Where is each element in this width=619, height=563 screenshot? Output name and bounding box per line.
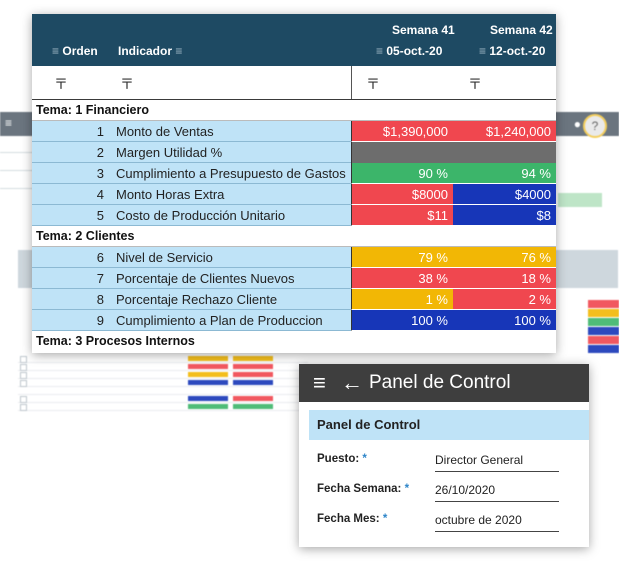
table-row[interactable]: 3 Cumplimiento a Presupuesto de Gastos 9… [32, 163, 556, 184]
background-form [0, 140, 619, 210]
row-order: 4 [96, 187, 104, 202]
value-week42[interactable]: 2 % [453, 289, 556, 310]
background-right-cells [588, 300, 619, 354]
value-week41[interactable]: $1,390,000 [351, 121, 453, 142]
puesto-field: Puesto: * Director General [317, 450, 579, 472]
column-divider [351, 66, 352, 99]
control-panel-dialog: ≡ ← Panel de Control Panel de Control Pu… [299, 364, 589, 547]
filter-icon[interactable]: 〒 [468, 76, 482, 92]
filter-icon[interactable]: ≡ [52, 44, 60, 58]
table-row[interactable]: 8 Porcentaje Rechazo Cliente 1 % 2 % [32, 289, 556, 310]
required-mark: * [382, 513, 388, 525]
row-indicator: Margen Utilidad % [116, 145, 223, 160]
field-label-text: Puesto: [317, 453, 360, 465]
row-indicator: Cumplimiento a Plan de Produccion [116, 313, 323, 328]
row-indicator: Monto Horas Extra [116, 187, 225, 202]
value-week42[interactable]: 94 % [453, 163, 556, 184]
value-week41[interactable]: $8000 [351, 184, 453, 205]
row-order: 7 [96, 271, 104, 286]
value-week41[interactable]: $11 [351, 205, 453, 226]
section-header[interactable]: Tema: 2 Clientes [32, 226, 556, 247]
row-order: 5 [96, 208, 104, 223]
filter-row: 〒 〒 〒 〒 [32, 66, 556, 100]
value-week42[interactable]: $1,240,000 [453, 121, 556, 142]
fecha-semana-field: Fecha Semana: * 26/10/2020 [317, 480, 579, 502]
background-rows [18, 355, 308, 411]
table-row[interactable]: 9 Cumplimiento a Plan de Produccion 100 … [32, 310, 556, 331]
panel-toolbar: ≡ ← Panel de Control [299, 364, 589, 402]
required-mark: * [404, 483, 410, 495]
table-row[interactable]: 2 Margen Utilidad % [32, 142, 556, 163]
value-week41[interactable]: 1 % [351, 289, 453, 310]
value-week41[interactable]: 79 % [351, 247, 453, 268]
column-orden-label: Orden [62, 44, 98, 58]
column-indicador[interactable]: Indicador ≡ [118, 44, 182, 58]
row-indicator: Nivel de Servicio [116, 250, 213, 265]
row-indicator: Cumplimiento a Presupuesto de Gastos [116, 166, 346, 181]
field-label: Fecha Semana: * [317, 483, 409, 495]
puesto-input[interactable]: Director General [435, 453, 559, 472]
value-week42[interactable]: $4000 [453, 184, 556, 205]
field-label: Fecha Mes: * [317, 513, 387, 525]
value-week41[interactable]: 38 % [351, 268, 453, 289]
filter-icon[interactable]: 〒 [54, 76, 68, 92]
row-indicator: Monto de Ventas [116, 124, 214, 139]
row-order: 3 [96, 166, 104, 181]
row-order: 2 [96, 145, 104, 160]
section-header[interactable]: Tema: 3 Procesos Internos [32, 331, 556, 352]
row-indicator: Porcentaje de Clientes Nuevos [116, 271, 295, 286]
row-order: 8 [96, 292, 104, 307]
field-label: Puesto: * [317, 453, 367, 465]
row-order: 9 [96, 313, 104, 328]
filter-icon[interactable]: 〒 [366, 76, 380, 92]
row-indicator: Porcentaje Rechazo Cliente [116, 292, 278, 307]
filter-icon[interactable]: ≡ [175, 44, 183, 58]
background-avatar: ? [583, 114, 607, 138]
value-week42[interactable]: 76 % [453, 247, 556, 268]
column-week42-date-label: 12-oct.-20 [489, 44, 546, 58]
field-label-text: Fecha Mes: [317, 513, 380, 525]
value-week41[interactable]: 100 % [351, 310, 453, 331]
value-week42[interactable]: 18 % [453, 268, 556, 289]
panel-title: Panel de Control [369, 372, 511, 393]
column-indicador-label: Indicador [118, 44, 173, 58]
row-order: 1 [96, 124, 104, 139]
filter-icon[interactable]: ≡ [376, 44, 384, 58]
indicators-grid: ≡ Orden Indicador ≡ Semana 41 ≡ 05-oct.-… [32, 14, 556, 353]
table-row[interactable]: 7 Porcentaje de Clientes Nuevos 38 % 18 … [32, 268, 556, 289]
fecha-mes-field: Fecha Mes: * octubre de 2020 [317, 510, 579, 532]
row-indicator: Costo de Producción Unitario [116, 208, 286, 223]
value-week42[interactable]: 100 % [453, 310, 556, 331]
table-row[interactable]: 6 Nivel de Servicio 79 % 76 % [32, 247, 556, 268]
column-orden[interactable]: ≡ Orden [52, 44, 98, 58]
fecha-semana-input[interactable]: 26/10/2020 [435, 483, 559, 502]
table-row[interactable]: 4 Monto Horas Extra $8000 $4000 [32, 184, 556, 205]
column-week41-date-label: 05-oct.-20 [386, 44, 443, 58]
background-menu-icon: ≡ [5, 116, 13, 130]
value-empty [351, 142, 556, 163]
panel-subtitle: Panel de Control [309, 410, 589, 440]
fecha-mes-input[interactable]: octubre de 2020 [435, 513, 559, 532]
table-row[interactable]: 5 Costo de Producción Unitario $11 $8 [32, 205, 556, 226]
section-header[interactable]: Tema: 1 Financiero [32, 100, 556, 121]
column-week41-label: Semana 41 [392, 23, 455, 37]
required-mark: * [362, 453, 367, 465]
background-chat-icon: ● [573, 117, 581, 131]
row-order: 6 [96, 250, 104, 265]
column-week42-label: Semana 42 [490, 23, 553, 37]
back-arrow-icon[interactable]: ← [341, 370, 363, 395]
value-week41[interactable]: 90 % [351, 163, 453, 184]
value-week42[interactable]: $8 [453, 205, 556, 226]
column-week41-date[interactable]: ≡ 05-oct.-20 [376, 44, 442, 58]
background-accept-button [558, 193, 602, 207]
menu-icon[interactable]: ≡ [313, 370, 326, 395]
filter-icon[interactable]: ≡ [479, 44, 487, 58]
grid-header: ≡ Orden Indicador ≡ Semana 41 ≡ 05-oct.-… [32, 14, 556, 66]
column-week42-date[interactable]: ≡ 12-oct.-20 [479, 44, 545, 58]
filter-icon[interactable]: 〒 [120, 76, 134, 92]
field-label-text: Fecha Semana: [317, 483, 402, 495]
table-row[interactable]: 1 Monto de Ventas $1,390,000 $1,240,000 [32, 121, 556, 142]
